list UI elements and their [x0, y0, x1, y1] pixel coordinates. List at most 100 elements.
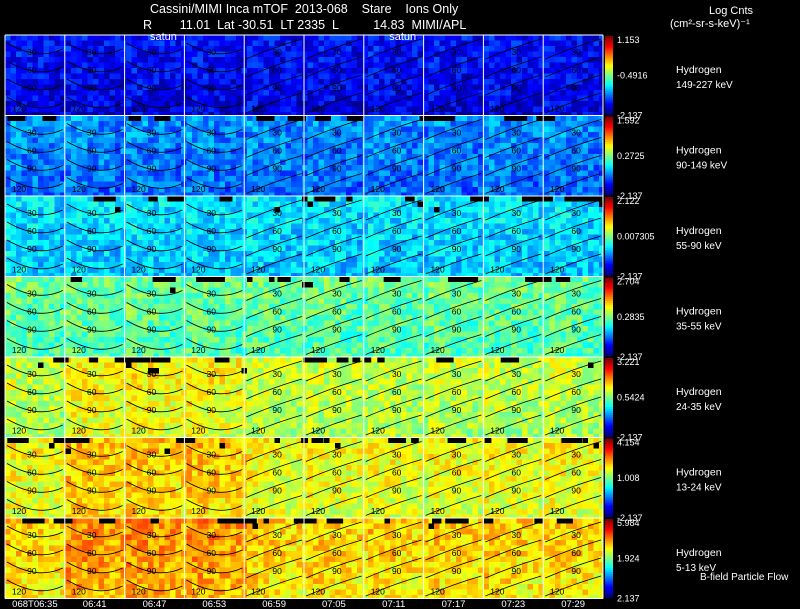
heat-cell — [296, 106, 303, 113]
heat-cell — [593, 106, 600, 113]
heat-cell — [571, 251, 578, 257]
heat-cell — [126, 35, 132, 41]
heat-cell — [142, 234, 149, 241]
heat-cell — [159, 218, 165, 224]
heat-cell — [153, 148, 160, 155]
heat-cell — [65, 121, 72, 127]
heat-cell — [307, 137, 314, 144]
heat-cell — [93, 170, 99, 177]
heat-cell — [549, 62, 556, 69]
colorbar-segment — [605, 153, 613, 157]
heat-cell — [131, 262, 138, 268]
heat-cell — [340, 51, 347, 58]
heat-cell — [582, 95, 589, 102]
heat-cell — [170, 256, 176, 263]
heat-cell — [263, 196, 270, 202]
heat-cell — [208, 126, 215, 133]
heat-cell — [560, 115, 567, 122]
heat-cell — [318, 159, 325, 166]
heat-cell — [566, 112, 572, 116]
heat-cell — [258, 132, 264, 138]
heat-cell — [478, 106, 484, 113]
heat-cell — [225, 212, 231, 219]
heat-cell — [296, 143, 303, 149]
heat-cell — [423, 201, 429, 208]
heat-cell — [197, 218, 204, 224]
heat-cell — [445, 223, 451, 230]
heat-cell — [566, 35, 572, 41]
heat-cell — [401, 112, 407, 116]
heat-cell — [120, 165, 127, 171]
heat-cell — [335, 115, 341, 122]
heat-cell — [379, 154, 385, 160]
heat-cell — [137, 245, 143, 252]
heat-cell — [555, 196, 561, 202]
heat-cell — [164, 240, 171, 246]
heat-cell — [65, 68, 72, 74]
heat-cell — [137, 40, 143, 47]
colorbar-segment — [605, 179, 613, 182]
heat-cell — [137, 79, 143, 85]
heat-cell — [247, 223, 253, 230]
heat-cell — [549, 143, 556, 149]
heat-cell — [340, 229, 347, 235]
heat-cell — [511, 229, 517, 235]
heat-cell — [478, 40, 484, 47]
colorbar-segment — [605, 118, 613, 121]
heat-cell — [500, 256, 506, 263]
heat-cell — [351, 143, 358, 149]
heat-cell — [159, 176, 165, 182]
heat-cell — [175, 137, 182, 144]
heat-cell — [472, 137, 479, 144]
heat-cell — [82, 126, 88, 133]
heat-cell — [467, 240, 473, 246]
heat-cell — [340, 262, 347, 268]
heat-cell — [538, 245, 545, 252]
heat-cell — [302, 170, 308, 177]
heat-cell — [472, 126, 479, 133]
heat-cell — [483, 84, 490, 91]
heat-cell — [571, 218, 578, 224]
heat-cell — [368, 101, 374, 107]
heat-cell — [71, 196, 77, 202]
heat-cell — [417, 73, 424, 80]
heat-cell — [527, 187, 534, 193]
heat-cell — [274, 95, 281, 102]
heat-cell — [131, 106, 138, 113]
contour-label: 90 — [571, 83, 581, 93]
heat-cell — [368, 196, 374, 202]
heat-cell — [230, 251, 237, 257]
heat-cell — [318, 245, 325, 252]
heat-cell — [329, 218, 336, 224]
heat-cell — [549, 121, 556, 127]
heat-cell — [247, 187, 253, 193]
heat-cell — [170, 46, 176, 52]
heat-cell — [54, 181, 61, 188]
heat-cell — [225, 256, 231, 263]
heat-cell — [10, 165, 17, 171]
heat-cell — [445, 245, 451, 252]
heat-cell — [296, 251, 303, 257]
heat-cell — [38, 57, 44, 63]
heat-cell — [76, 181, 83, 188]
contour-label: 90 — [452, 83, 462, 93]
heat-cell — [175, 207, 182, 213]
heat-cell — [49, 196, 55, 202]
heat-cell — [588, 68, 594, 74]
heat-cell — [351, 68, 358, 74]
heat-cell — [511, 240, 517, 246]
heat-cell — [148, 62, 154, 69]
heat-cell — [148, 79, 154, 85]
heat-cell — [368, 201, 374, 208]
heat-cell — [472, 251, 479, 257]
heat-cell — [10, 132, 17, 138]
heat-cell — [511, 112, 517, 116]
heat-cell — [120, 84, 127, 91]
heat-cell — [588, 143, 594, 149]
heat-cell — [16, 251, 22, 257]
heat-cell — [401, 245, 407, 252]
heat-cell — [120, 201, 127, 208]
heat-cell — [142, 40, 149, 47]
heat-cell — [527, 126, 534, 133]
heat-cell — [21, 84, 28, 91]
